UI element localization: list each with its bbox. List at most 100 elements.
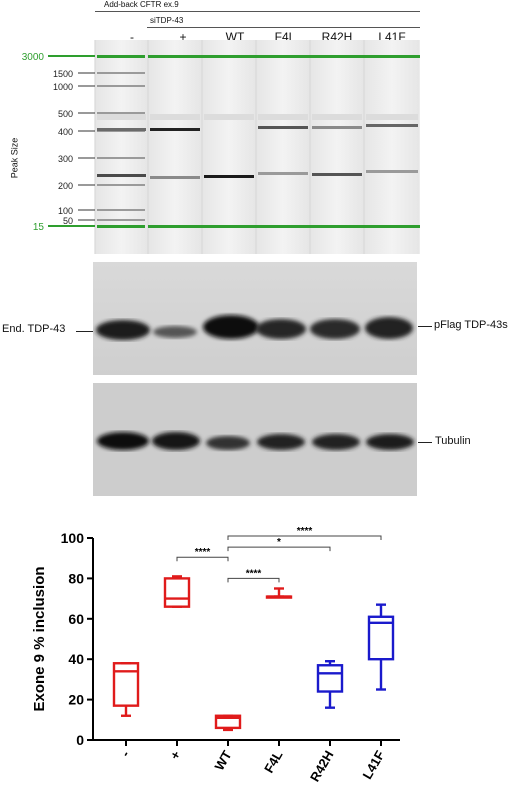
sample-lane: [257, 40, 309, 254]
tdp-band-1: [96, 320, 150, 340]
size-marker-label: 1500: [53, 69, 73, 79]
tdp-band-2: [153, 326, 197, 338]
marker-band: [148, 225, 420, 228]
sample-lane: [96, 40, 147, 254]
product-band: [150, 176, 200, 179]
box-iqr: [316, 664, 344, 693]
significance-label: *: [277, 537, 281, 548]
size-marker-label: 1000: [53, 82, 73, 92]
significance-bracket: ****: [227, 568, 280, 583]
box-WT: [214, 714, 242, 732]
significance-bracket: ****: [176, 547, 229, 562]
faint-band: [366, 114, 418, 120]
box-F4L: [265, 587, 293, 599]
box-R42H: [316, 660, 344, 709]
tubulin-label: Tubulin: [435, 435, 471, 447]
ladder-band: [97, 157, 145, 159]
ladder-band: [97, 85, 145, 87]
box--: [112, 662, 140, 717]
size-marker-label: 3000: [22, 52, 45, 63]
box-L41F: [367, 603, 395, 691]
sitdp-line: [147, 27, 420, 28]
y-tick-label: 60: [68, 611, 84, 627]
lane-label: +: [179, 30, 187, 44]
tubulin-band-2: [152, 432, 200, 450]
tdp-band-6: [365, 317, 413, 339]
significance-label: ****: [246, 568, 262, 579]
faint-band: [312, 114, 362, 120]
size-marker-label: 100: [58, 206, 73, 216]
faint-band: [258, 114, 308, 120]
product-band: [366, 124, 418, 127]
tdp-band-4: [256, 319, 306, 339]
sample-lane: [203, 40, 255, 254]
x-tick-label: +: [167, 748, 184, 762]
x-tick-label: -: [117, 748, 132, 759]
product-band: [97, 174, 146, 177]
sitdp-label: siTDP-43: [150, 16, 184, 25]
product-band: [204, 175, 254, 178]
box-iqr: [163, 577, 191, 608]
sample-lane: [365, 40, 419, 254]
product-band: [150, 128, 200, 131]
product-band: [312, 173, 362, 176]
significance-bracket: ****: [227, 526, 382, 540]
box-iqr: [214, 714, 242, 730]
tubulin-band-4: [257, 434, 305, 450]
size-marker-label: 300: [58, 154, 73, 164]
x-tick-label: WT: [211, 748, 234, 773]
significance-label: ****: [195, 547, 211, 558]
product-band: [312, 126, 362, 129]
y-axis-label: Exone 9 % inclusion: [31, 566, 48, 711]
x-tick-label: R42H: [307, 748, 337, 784]
marker-band: [148, 55, 420, 58]
x-tick-label: F4L: [261, 748, 286, 776]
y-tick-label: 0: [76, 732, 84, 748]
ladder-band: [97, 55, 145, 58]
faint-band: [150, 114, 200, 120]
sample-lane: [311, 40, 363, 254]
tdp-band-5: [310, 319, 360, 339]
box-+: [163, 575, 191, 608]
size-marker-label: 500: [58, 109, 73, 119]
tubulin-band-6: [366, 434, 414, 450]
tubulin-band-3: [206, 436, 250, 450]
boxplot-chart: 0 20 40 60 80 100 Exone 9 % inclusion - + WT F4L R4…: [31, 526, 400, 784]
pflag-tick: [418, 326, 432, 327]
ladder-band: [97, 184, 145, 186]
box-iqr: [367, 615, 395, 661]
tubulin-band-1: [97, 432, 149, 450]
size-marker-label: 15: [33, 222, 45, 233]
box-iqr: [112, 662, 140, 707]
pflag-tdp43-label: pFlag TDP-43s: [434, 319, 508, 331]
size-marker-label: 50: [63, 216, 73, 226]
size-marker-label: 200: [58, 181, 73, 191]
y-tick-label: 80: [68, 570, 84, 586]
y-tick-label: 40: [68, 651, 84, 667]
tubulin-band-5: [312, 434, 360, 450]
y-tick-label: 20: [68, 692, 84, 708]
sample-lane: [149, 40, 201, 254]
product-band: [366, 170, 418, 173]
western-blot-tdp43: [93, 262, 417, 375]
faint-band: [204, 114, 254, 120]
ladder-band: [97, 112, 145, 114]
ladder-band: [97, 209, 145, 211]
faint-band: [97, 114, 146, 120]
y-tick-label: 100: [61, 530, 85, 546]
size-marker-label: 400: [58, 127, 73, 137]
product-band: [258, 126, 308, 129]
addback-label: Add-back CFTR ex.9: [104, 0, 179, 9]
tdp-band-3: [203, 315, 259, 339]
ladder-band: [97, 219, 145, 221]
ladder-band: [97, 225, 145, 228]
product-band: [97, 128, 146, 131]
significance-bracket: *: [227, 537, 331, 552]
significance-label: ****: [297, 526, 313, 537]
product-band: [258, 172, 308, 175]
addback-line: [95, 11, 420, 12]
end-tdp43-label: End. TDP-43: [2, 323, 66, 335]
end-tdp43-tick: [76, 331, 93, 332]
ladder-band: [97, 72, 145, 74]
